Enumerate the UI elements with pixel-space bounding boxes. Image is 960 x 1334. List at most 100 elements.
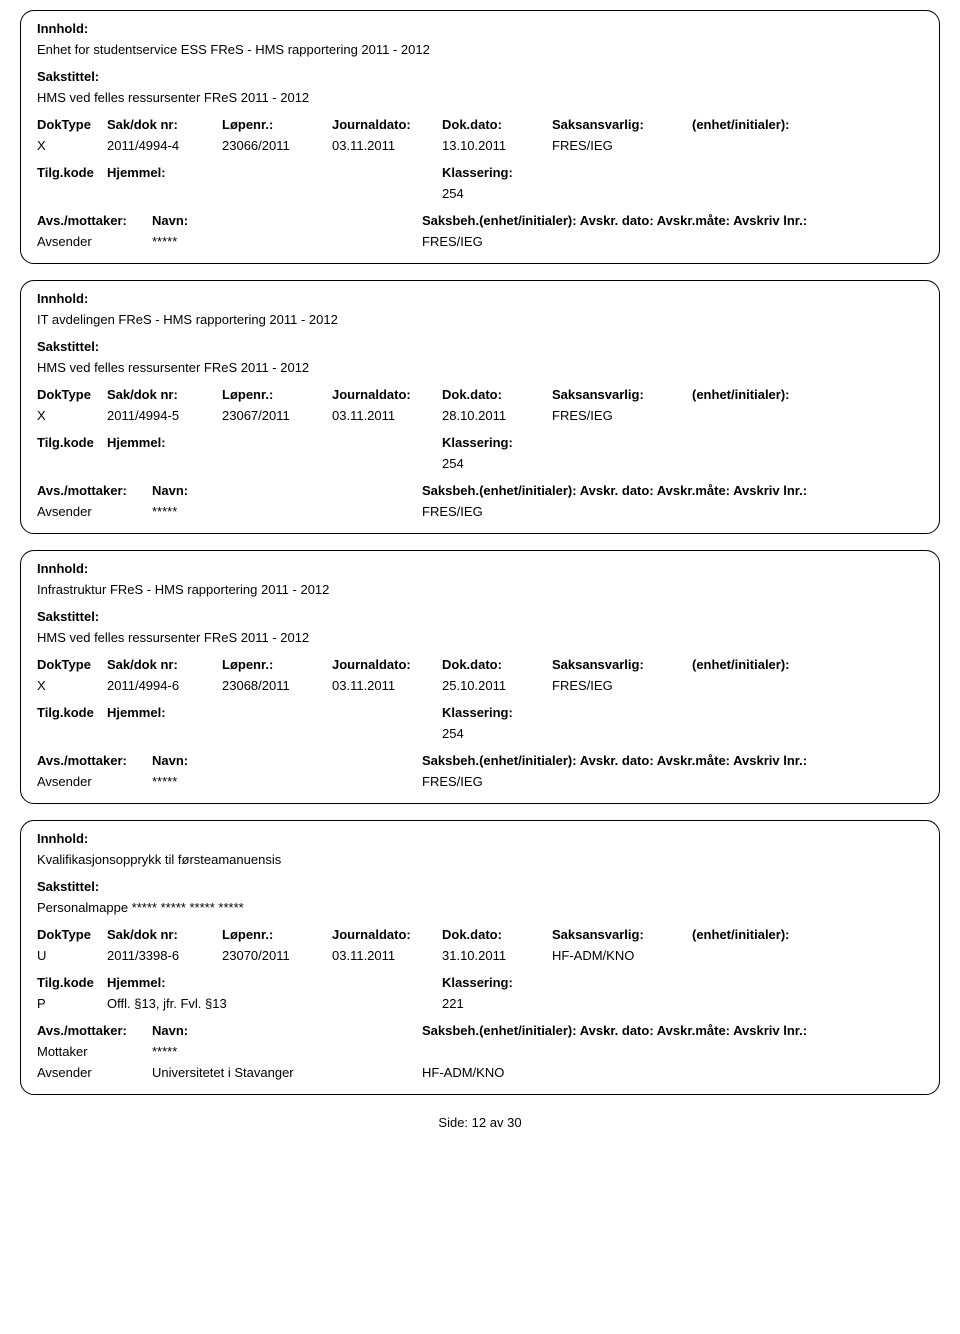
enhet-value xyxy=(692,408,852,423)
saksbeh-label: Saksbeh.(enhet/initialer): Avskr. dato: … xyxy=(422,483,923,498)
saksansvarlig-value: HF-ADM/KNO xyxy=(552,948,692,963)
sakdok-value: 2011/3398-6 xyxy=(107,948,222,963)
dokdato-label: Dok.dato: xyxy=(442,117,552,132)
saksansvarlig-label: Saksansvarlig: xyxy=(552,657,692,672)
dokdato-label: Dok.dato: xyxy=(442,927,552,942)
avsmottaker-label: Avs./mottaker: xyxy=(37,213,152,228)
tilg-value-row: 254 xyxy=(37,456,923,471)
saksansvarlig-label: Saksansvarlig: xyxy=(552,117,692,132)
enhet-label: (enhet/initialer): xyxy=(692,927,852,942)
klassering-value: 254 xyxy=(442,186,582,201)
sakstittel-value: HMS ved felles ressursenter FReS 2011 - … xyxy=(37,630,923,645)
innhold-label: Innhold: xyxy=(37,561,923,576)
role-value: Avsender xyxy=(37,234,152,249)
innhold-label: Innhold: xyxy=(37,291,923,306)
spacer xyxy=(407,726,442,741)
tilgkode-value xyxy=(37,456,107,471)
tilgkode-label: Tilg.kode xyxy=(37,975,107,990)
value-row: X2011/4994-423066/201103.11.201113.10.20… xyxy=(37,138,923,153)
saksbeh-value: HF-ADM/KNO xyxy=(422,1065,923,1080)
tilgkode-label: Tilg.kode xyxy=(37,165,107,180)
avs-row: Avsender*****FRES/IEG xyxy=(37,774,923,789)
journaldato-label: Journaldato: xyxy=(332,927,442,942)
enhet-value xyxy=(692,138,852,153)
header-row: DokTypeSak/dok nr:Løpenr.:Journaldato:Do… xyxy=(37,117,923,132)
page-number: 12 xyxy=(472,1115,486,1130)
avs-row: Avsender*****FRES/IEG xyxy=(37,504,923,519)
enhet-label: (enhet/initialer): xyxy=(692,117,852,132)
sakstittel-label: Sakstittel: xyxy=(37,339,923,354)
page-footer: Side: 12 av 30 xyxy=(20,1115,940,1130)
avs-row: Mottaker***** xyxy=(37,1044,923,1059)
innhold-label: Innhold: xyxy=(37,831,923,846)
saksbeh-label: Saksbeh.(enhet/initialer): Avskr. dato: … xyxy=(422,1023,923,1038)
doktype-value: X xyxy=(37,138,107,153)
doktype-value: U xyxy=(37,948,107,963)
record-card: Innhold:Kvalifikasjonsopprykk til første… xyxy=(20,820,940,1095)
dokdato-value: 28.10.2011 xyxy=(442,408,552,423)
sakstittel-label: Sakstittel: xyxy=(37,69,923,84)
header-row: DokTypeSak/dok nr:Løpenr.:Journaldato:Do… xyxy=(37,927,923,942)
avs-header-row: Avs./mottaker:Navn:Saksbeh.(enhet/initia… xyxy=(37,753,923,768)
tilgkode-label: Tilg.kode xyxy=(37,705,107,720)
dokdato-value: 25.10.2011 xyxy=(442,678,552,693)
klassering-value: 254 xyxy=(442,456,582,471)
record-card: Innhold:Enhet for studentservice ESS FRe… xyxy=(20,10,940,264)
spacer xyxy=(407,996,442,1011)
doktype-label: DokType xyxy=(37,387,107,402)
hjemmel-label: Hjemmel: xyxy=(107,435,407,450)
tilg-row: Tilg.kodeHjemmel:Klassering: xyxy=(37,435,923,450)
record-card: Innhold:IT avdelingen FReS - HMS rapport… xyxy=(20,280,940,534)
sakdok-value: 2011/4994-5 xyxy=(107,408,222,423)
doktype-label: DokType xyxy=(37,117,107,132)
klassering-label: Klassering: xyxy=(442,165,582,180)
sakstittel-label: Sakstittel: xyxy=(37,879,923,894)
hjemmel-value: Offl. §13, jfr. Fvl. §13 xyxy=(107,996,407,1011)
journaldato-label: Journaldato: xyxy=(332,117,442,132)
lopenr-label: Løpenr.: xyxy=(222,387,332,402)
saksansvarlig-label: Saksansvarlig: xyxy=(552,927,692,942)
avs-row: Avsender*****FRES/IEG xyxy=(37,234,923,249)
dokdato-value: 31.10.2011 xyxy=(442,948,552,963)
spacer xyxy=(407,186,442,201)
spacer xyxy=(407,975,442,990)
hjemmel-label: Hjemmel: xyxy=(107,705,407,720)
page-total: 30 xyxy=(507,1115,521,1130)
saksansvarlig-value: FRES/IEG xyxy=(552,138,692,153)
saksansvarlig-value: FRES/IEG xyxy=(552,408,692,423)
journaldato-value: 03.11.2011 xyxy=(332,948,442,963)
spacer xyxy=(407,435,442,450)
header-row: DokTypeSak/dok nr:Løpenr.:Journaldato:Do… xyxy=(37,387,923,402)
tilgkode-value xyxy=(37,726,107,741)
spacer xyxy=(407,456,442,471)
value-row: U2011/3398-623070/201103.11.201131.10.20… xyxy=(37,948,923,963)
hjemmel-label: Hjemmel: xyxy=(107,975,407,990)
journaldato-label: Journaldato: xyxy=(332,387,442,402)
lopenr-label: Løpenr.: xyxy=(222,117,332,132)
dokdato-value: 13.10.2011 xyxy=(442,138,552,153)
record-card: Innhold:Infrastruktur FReS - HMS rapport… xyxy=(20,550,940,804)
sakdok-label: Sak/dok nr: xyxy=(107,387,222,402)
doktype-label: DokType xyxy=(37,657,107,672)
lopenr-label: Løpenr.: xyxy=(222,657,332,672)
lopenr-value: 23066/2011 xyxy=(222,138,332,153)
enhet-label: (enhet/initialer): xyxy=(692,387,852,402)
sakdok-value: 2011/4994-6 xyxy=(107,678,222,693)
dokdato-label: Dok.dato: xyxy=(442,657,552,672)
navn-value: ***** xyxy=(152,1044,422,1059)
hjemmel-value xyxy=(107,456,407,471)
innhold-label: Innhold: xyxy=(37,21,923,36)
spacer xyxy=(407,705,442,720)
saksbeh-value: FRES/IEG xyxy=(422,774,923,789)
sakdok-value: 2011/4994-4 xyxy=(107,138,222,153)
journaldato-value: 03.11.2011 xyxy=(332,678,442,693)
tilgkode-label: Tilg.kode xyxy=(37,435,107,450)
tilgkode-value xyxy=(37,186,107,201)
sakstittel-value: HMS ved felles ressursenter FReS 2011 - … xyxy=(37,360,923,375)
avsmottaker-label: Avs./mottaker: xyxy=(37,1023,152,1038)
saksbeh-value: FRES/IEG xyxy=(422,234,923,249)
journaldato-value: 03.11.2011 xyxy=(332,138,442,153)
hjemmel-label: Hjemmel: xyxy=(107,165,407,180)
side-label: Side: xyxy=(438,1115,468,1130)
doktype-value: X xyxy=(37,678,107,693)
